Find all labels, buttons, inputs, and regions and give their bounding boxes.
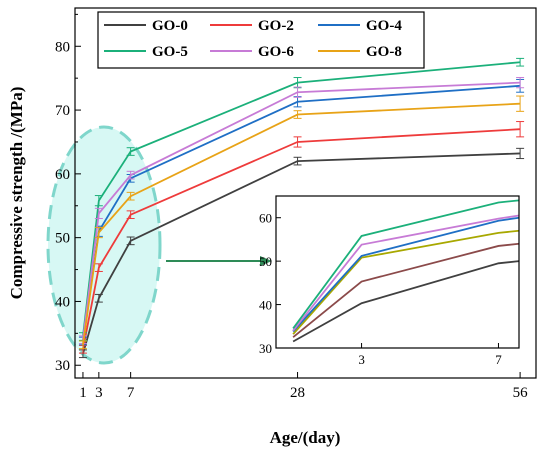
legend-label-go-0: GO-0 — [152, 18, 188, 34]
inset-line-go-6 — [292, 214, 520, 332]
inset-line-go-8 — [292, 229, 520, 335]
zoom-highlight-ellipse — [46, 125, 162, 365]
y-tick-label: 40 — [55, 294, 70, 310]
inset-y-tick-label: 40 — [259, 298, 272, 313]
x-tick-label: 7 — [127, 385, 135, 401]
inset-y-tick-label: 30 — [259, 341, 272, 356]
x-tick-label: 28 — [290, 385, 305, 401]
legend-box — [97, 11, 425, 69]
y-tick-label: 30 — [55, 358, 70, 374]
x-tick-label: 56 — [513, 385, 529, 401]
legend-label-go-5: GO-5 — [152, 44, 188, 60]
y-tick-label: 50 — [55, 231, 70, 247]
main-series-lines — [78, 57, 525, 359]
inset-plot-frame — [275, 195, 520, 349]
x-tick-label: 1 — [79, 385, 87, 401]
inset-axis-ticks: 3 7 30 40 50 60 — [259, 211, 502, 367]
legend: GO-0 GO-2 GO-4 GO-5 GO-6 GO-8 — [104, 18, 402, 60]
legend-label-go-6: GO-6 — [258, 44, 294, 60]
inset-line-go-2 — [292, 242, 520, 338]
inset-y-tick-label: 50 — [259, 254, 272, 269]
y-axis-title: Compressive strength /(MPa) — [7, 87, 26, 300]
x-axis-title: Age/(day) — [270, 428, 341, 447]
inset-line-go-4 — [292, 216, 520, 333]
legend-label-go-8: GO-8 — [366, 44, 402, 60]
inset-line-go-0 — [292, 260, 520, 343]
zoom-arrow — [166, 256, 272, 266]
x-tick-label: 3 — [95, 385, 103, 401]
y-tick-label: 60 — [55, 167, 70, 183]
y-tick-label: 80 — [55, 39, 70, 55]
inset-x-tick-label: 3 — [358, 352, 365, 367]
inset-series-lines — [292, 199, 520, 343]
legend-label-go-2: GO-2 — [258, 18, 294, 34]
y-tick-label: 70 — [55, 103, 70, 119]
inset-x-tick-label: 7 — [495, 352, 502, 367]
inset-y-tick-label: 60 — [259, 211, 272, 226]
main-plot-frame — [74, 7, 537, 379]
legend-label-go-4: GO-4 — [366, 18, 402, 34]
inset-line-go-5 — [292, 199, 520, 329]
